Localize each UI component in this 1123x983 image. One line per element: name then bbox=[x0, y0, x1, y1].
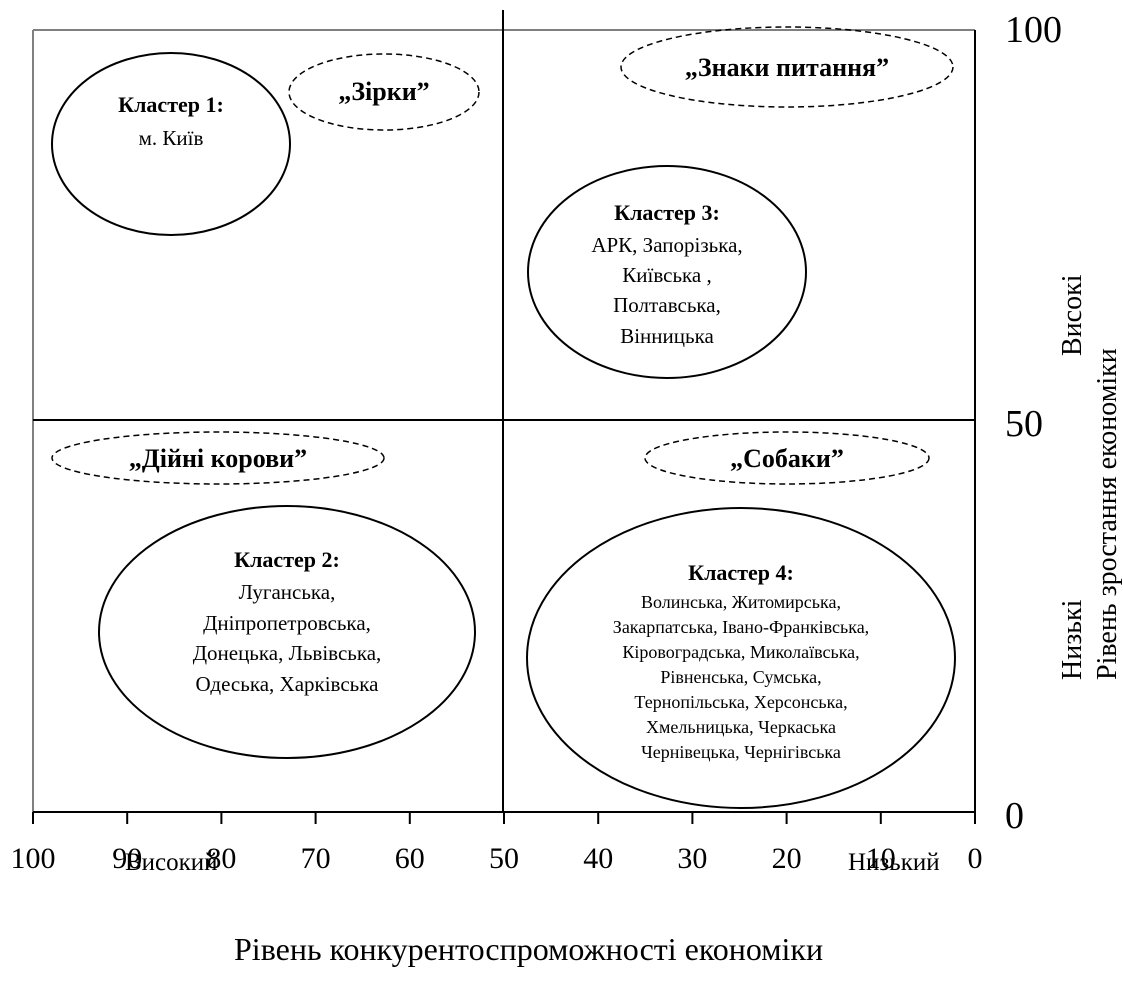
cluster-4-member: Тернопільська, Херсонська, bbox=[634, 692, 847, 712]
cluster-4-ellipse bbox=[526, 507, 956, 809]
x-tick-label: 10 bbox=[866, 842, 896, 875]
cluster-2-member: Луганська, bbox=[239, 580, 336, 604]
x-tick-label: 20 bbox=[772, 842, 802, 875]
x-axis-title: Рівень конкурентоспроможності економіки bbox=[234, 931, 823, 967]
y-axis-high-label: Високі bbox=[1057, 274, 1088, 356]
x-tick-label: 80 bbox=[206, 842, 236, 875]
y-axis-title: Рівень зростання економіки bbox=[1092, 348, 1123, 680]
cluster-2-ellipse bbox=[98, 505, 476, 759]
cluster-4-member: Рівненська, Сумська, bbox=[660, 667, 821, 687]
cluster-1-title: Кластер 1: bbox=[118, 92, 224, 117]
cluster-2-member: Одеська, Харківська bbox=[196, 672, 380, 696]
cluster-3-member: Київська , bbox=[622, 263, 711, 287]
x-tick-label: 50 bbox=[489, 842, 519, 875]
x-tick-label: 40 bbox=[583, 842, 613, 875]
quadrant-label-dogs: „Собаки” bbox=[730, 444, 844, 473]
cluster-3-ellipse bbox=[527, 165, 807, 379]
cluster-4-member: Кіровоградська, Миколаївська, bbox=[622, 642, 859, 662]
cluster-3-member: АРК, Запорізька, bbox=[591, 233, 742, 257]
cluster-4-member: Хмельницька, Черкаська bbox=[646, 717, 836, 737]
x-tick-label: 70 bbox=[301, 842, 331, 875]
quadrant-label-cash-cows: „Дійні корови” bbox=[129, 444, 307, 473]
x-axis-low-label: Низький bbox=[848, 849, 940, 876]
cluster-3-title: Кластер 3: bbox=[614, 200, 720, 225]
x-ticks: 100 90 80 70 60 50 40 30 20 10 0 bbox=[11, 812, 983, 875]
cluster-4-title: Кластер 4: bbox=[688, 560, 794, 585]
cluster-4-member: Волинська, Житомирська, bbox=[641, 592, 841, 612]
quadrant-label-ellipse-question bbox=[620, 26, 954, 108]
y-tick-label: 0 bbox=[1005, 795, 1024, 837]
cluster-1-ellipse bbox=[51, 52, 291, 236]
cluster-4-member: Закарпатська, Івано-Франківська, bbox=[613, 617, 869, 637]
cluster-3-member: Полтавська, bbox=[613, 293, 721, 317]
cluster-1-member: м. Київ bbox=[139, 126, 204, 150]
y-axis-low-label: Низькі bbox=[1057, 599, 1088, 680]
cluster-2-title: Кластер 2: bbox=[234, 547, 340, 572]
x-tick-label: 90 bbox=[112, 842, 142, 875]
cluster-2-member: Дніпропетровська, bbox=[203, 611, 371, 635]
quadrant-label-question-marks: „Знаки питання” bbox=[685, 53, 889, 82]
x-axis-high-label: Високий bbox=[125, 849, 218, 876]
quadrant-label-ellipse-cows bbox=[51, 431, 385, 485]
x-tick-label: 0 bbox=[968, 842, 983, 875]
x-tick-label: 60 bbox=[395, 842, 425, 875]
y-tick-label: 50 bbox=[1005, 403, 1043, 445]
cluster-4-member: Чернівецька, Чернігівська bbox=[641, 742, 841, 762]
quadrant-label-stars: „Зірки” bbox=[338, 77, 429, 106]
quadrant-label-ellipse-stars bbox=[288, 53, 480, 131]
x-tick-label: 30 bbox=[677, 842, 707, 875]
quadrant-label-ellipse-dogs bbox=[644, 431, 930, 485]
y-tick-label: 100 bbox=[1005, 9, 1062, 51]
cluster-2-member: Донецька, Львівська, bbox=[193, 641, 382, 665]
x-tick-label: 100 bbox=[11, 842, 56, 875]
cluster-3-member: Вінницька bbox=[620, 324, 714, 348]
